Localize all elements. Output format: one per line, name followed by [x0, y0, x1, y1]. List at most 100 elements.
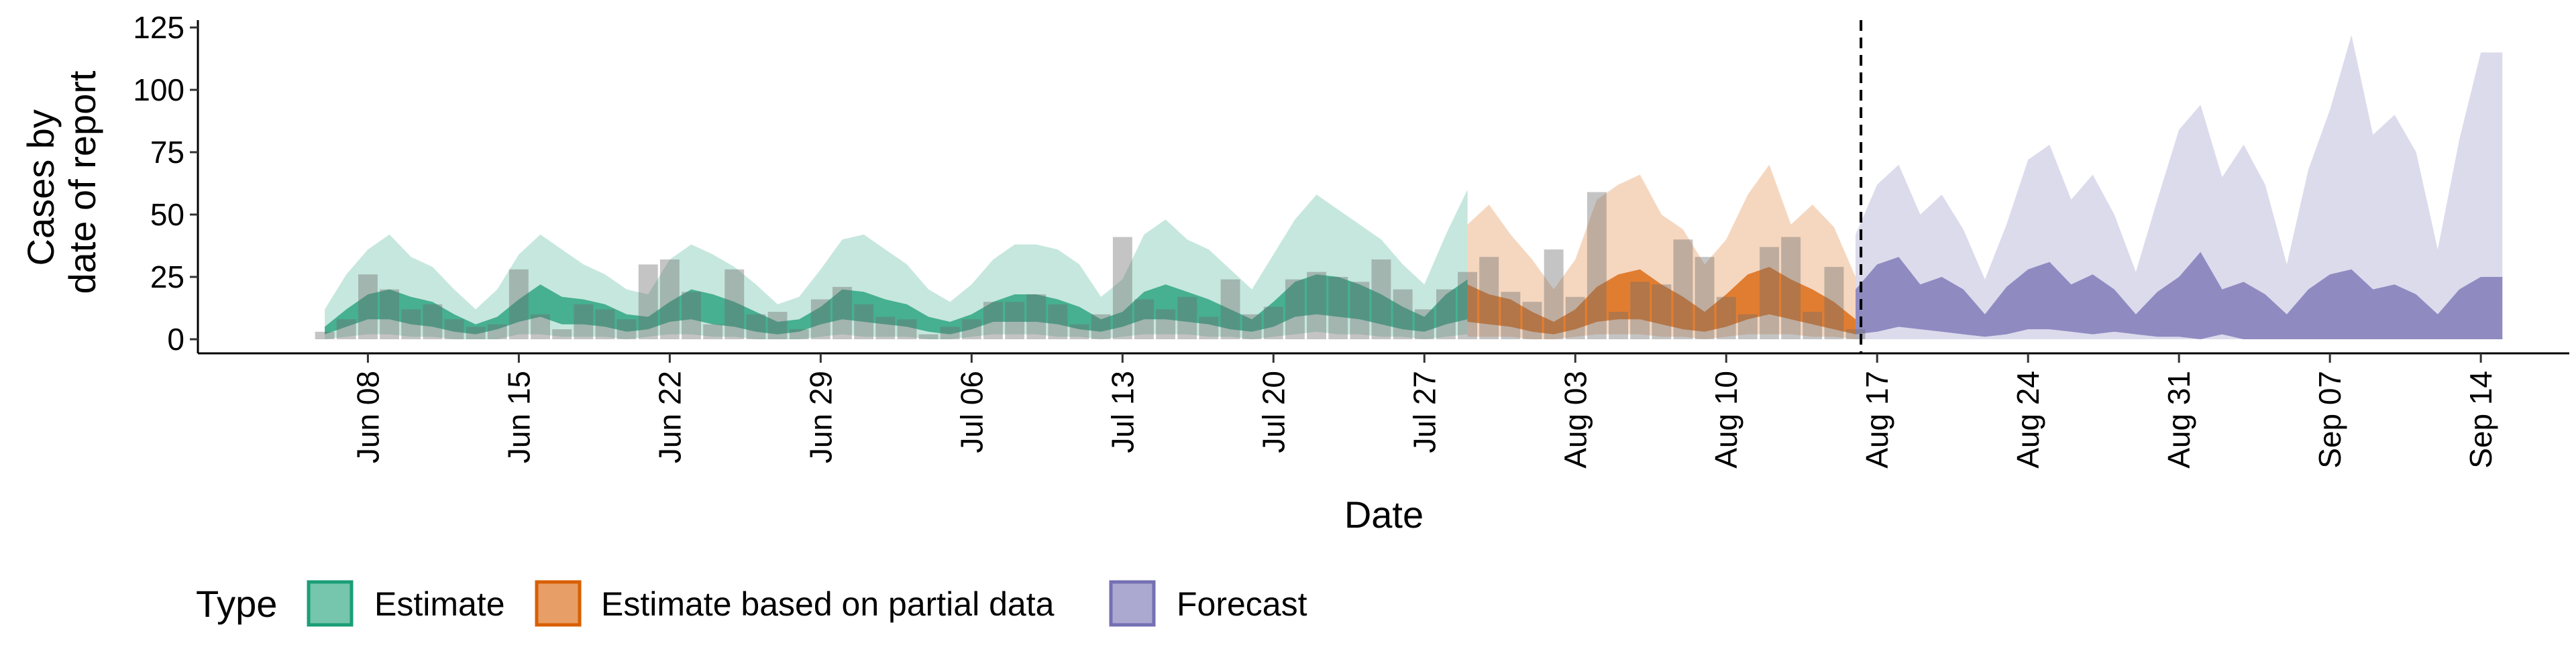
reported-case-bar — [1328, 277, 1348, 339]
reported-case-bar — [875, 316, 896, 339]
legend-label-partial-estimate: Estimate based on partial data — [601, 585, 1055, 623]
reported-case-bar — [401, 309, 421, 339]
x-tick-label: Aug 03 — [1558, 371, 1593, 469]
x-tick-label: Jun 22 — [652, 371, 687, 463]
reported-case-bar — [940, 327, 960, 339]
reported-case-bar — [1565, 296, 1585, 339]
reported-case-bar — [1760, 247, 1779, 339]
reported-case-bar — [1069, 324, 1089, 339]
x-tick-label: Aug 24 — [2010, 371, 2045, 469]
y-tick-label: 100 — [133, 72, 184, 107]
reported-case-bar — [466, 327, 486, 339]
legend-key-estimate — [307, 580, 354, 627]
reported-case-bar — [423, 304, 443, 339]
legend-key-partial-estimate — [535, 580, 582, 627]
reported-case-bar — [315, 331, 335, 339]
reported-case-bar — [724, 269, 745, 339]
reported-case-bar — [638, 264, 658, 339]
reported-case-bar — [508, 269, 529, 339]
x-tick-label: Jun 29 — [803, 371, 838, 463]
reported-case-bar — [1781, 237, 1801, 339]
reported-case-bar — [574, 304, 594, 339]
reported-case-bar — [358, 274, 378, 339]
y-axis-title-line-2: date of report — [61, 70, 103, 294]
reported-case-bar — [810, 299, 830, 339]
reported-case-bar — [444, 319, 464, 339]
estimate-based-on-partial-data-band-50 — [1467, 267, 1856, 335]
x-tick-label: Sep 07 — [2312, 371, 2347, 469]
reported-case-bar — [1824, 267, 1844, 339]
reported-case-bar — [767, 312, 788, 339]
reported-case-bar — [1220, 279, 1240, 339]
reported-case-bar — [380, 289, 399, 339]
reported-case-bar — [1414, 309, 1434, 339]
x-tick-label: Aug 10 — [1709, 371, 1743, 469]
y-tick-label: 0 — [167, 322, 184, 357]
reported-case-bar — [897, 319, 917, 339]
reported-case-bar — [1803, 312, 1823, 339]
x-tick-label: Aug 31 — [2161, 371, 2196, 469]
reported-case-bar — [1522, 302, 1542, 339]
reported-case-bar — [1026, 294, 1046, 339]
reported-case-bar — [1544, 249, 1564, 339]
reported-case-bar — [1005, 302, 1025, 339]
reported-case-bar — [1371, 259, 1391, 339]
legend-key-forecast — [1109, 580, 1156, 627]
reported-case-bar — [1350, 282, 1370, 339]
reported-case-bar — [703, 324, 723, 339]
legend-label-estimate: Estimate — [374, 585, 505, 623]
legend: Type Estimate Estimate based on partial … — [196, 580, 1307, 627]
reported-case-bar — [1695, 257, 1715, 339]
x-tick-label: Jun 08 — [350, 371, 385, 463]
x-tick-label: Jun 15 — [501, 371, 536, 463]
estimate-band-50 — [325, 274, 1468, 335]
reported-case-bar — [1307, 272, 1326, 339]
reported-case-bar — [1587, 192, 1607, 339]
reported-case-bar — [531, 314, 550, 339]
reported-case-bar — [918, 334, 938, 339]
reported-case-bar — [1652, 284, 1672, 339]
reported-case-bar — [1134, 299, 1154, 339]
forecast-band-90 — [1856, 35, 2503, 339]
y-tick-label: 75 — [150, 135, 184, 170]
reported-case-bar — [833, 286, 852, 339]
reported-case-bar — [1393, 289, 1413, 339]
reported-case-bar — [1156, 309, 1175, 339]
x-tick-label: Jul 27 — [1407, 371, 1442, 453]
legend-title: Type — [196, 583, 277, 625]
reported-case-bar — [552, 329, 572, 339]
reported-case-bar — [1112, 237, 1132, 339]
reported-case-bar — [1673, 239, 1693, 339]
reported-case-bar — [1048, 304, 1068, 339]
x-tick-label: Jul 06 — [954, 371, 989, 453]
reported-case-bar — [682, 292, 701, 339]
reported-case-bar — [595, 309, 615, 339]
x-axis-title: Date — [1344, 493, 1424, 536]
reported-case-bar — [487, 324, 507, 339]
reported-case-bar — [1177, 296, 1197, 339]
reported-case-bar — [1479, 257, 1499, 339]
reported-case-bar — [1436, 289, 1456, 339]
reported-case-bar — [1199, 316, 1219, 339]
reported-case-bar — [854, 304, 874, 339]
x-tick-label: Jul 20 — [1256, 371, 1291, 453]
reported-case-bar — [1737, 314, 1758, 339]
y-tick-label: 25 — [150, 259, 184, 294]
reported-case-bar — [1716, 296, 1736, 339]
reported-case-bar — [1609, 312, 1628, 339]
reported-case-bar — [659, 259, 680, 339]
reported-case-bar — [1630, 282, 1650, 339]
legend-label-forecast: Forecast — [1177, 585, 1307, 623]
reported-case-bar — [1845, 329, 1866, 339]
reported-case-bar — [1285, 279, 1305, 339]
reported-case-bar — [983, 302, 1003, 339]
y-axis-title-line-1: Cases by — [19, 109, 62, 266]
x-tick-label: Jul 13 — [1105, 371, 1140, 453]
reported-case-bar — [336, 319, 356, 339]
reported-case-bar — [1242, 314, 1262, 339]
y-axis-title: Cases by date of report — [19, 70, 103, 294]
forecast-band-50 — [1856, 251, 2503, 339]
y-tick-label: 125 — [133, 10, 184, 45]
